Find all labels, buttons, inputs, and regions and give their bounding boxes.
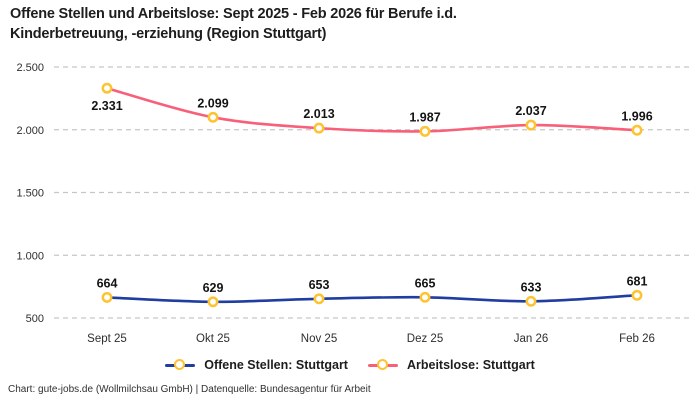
x-tick-label: Okt 25	[196, 333, 230, 345]
data-point-marker[interactable]	[419, 125, 431, 137]
x-tick-label: Feb 26	[619, 333, 655, 345]
chart-title: Offene Stellen und Arbeitslose: Sept 202…	[10, 5, 457, 44]
data-point-marker[interactable]	[207, 296, 219, 308]
data-point-marker[interactable]	[525, 119, 537, 131]
data-point-marker[interactable]	[207, 111, 219, 123]
data-point-label: 665	[415, 276, 436, 290]
data-point-marker[interactable]	[101, 82, 113, 94]
data-point-label: 2.099	[197, 96, 228, 110]
legend-label-offene-stellen: Offene Stellen: Stuttgart	[204, 358, 348, 372]
data-point-marker[interactable]	[313, 122, 325, 134]
data-point-label: 2.013	[303, 107, 334, 121]
x-tick-label: Dez 25	[407, 333, 443, 345]
data-point-marker[interactable]	[313, 293, 325, 305]
data-point-marker[interactable]	[631, 289, 643, 301]
legend-marker-dot-icon	[174, 359, 186, 370]
data-point-label: 629	[203, 281, 224, 295]
data-point-label: 633	[521, 280, 542, 294]
y-tick-label: 2.500	[16, 62, 44, 74]
data-point-marker[interactable]	[101, 291, 113, 303]
chart-legend: Offene Stellen: Stuttgart Arbeitslose: S…	[0, 358, 700, 372]
legend-swatch-arbeitslose	[367, 359, 398, 372]
data-point-label: 1.996	[621, 109, 652, 123]
data-point-marker[interactable]	[525, 295, 537, 307]
y-tick-label: 500	[26, 313, 44, 325]
series-line	[105, 86, 639, 133]
legend-marker-dot-icon	[376, 359, 388, 370]
y-tick-label: 2.000	[16, 125, 44, 137]
legend-item-offene-stellen[interactable]: Offene Stellen: Stuttgart	[165, 358, 348, 372]
data-point-label: 2.331	[91, 99, 122, 113]
chart-title-line1: Offene Stellen und Arbeitslose: Sept 202…	[10, 6, 457, 22]
data-point-marker[interactable]	[419, 291, 431, 303]
line-chart-plot-area: 2.500 2.000 1.500 1.000 500 Sept 25 Okt 25 Nov …	[16, 62, 692, 345]
y-tick-label: 1.000	[16, 250, 44, 262]
data-point-label: 1.987	[409, 110, 440, 124]
x-tick-label: Nov 25	[301, 333, 337, 345]
x-tick-label: Sept 25	[87, 333, 127, 345]
data-point-label: 681	[627, 274, 648, 288]
series-line	[105, 293, 639, 304]
chart-title-line2: Kinderbetreuung, -erziehung (Region Stut…	[10, 25, 327, 42]
data-point-label: 664	[97, 276, 118, 290]
x-tick-label: Jan 26	[514, 333, 549, 345]
source-attribution: Chart: gute-jobs.de (Wollmilchsau GmbH) …	[8, 384, 371, 395]
y-tick-label: 1.500	[16, 188, 44, 200]
data-point-marker[interactable]	[631, 124, 643, 136]
legend-label-arbeitslose: Arbeitslose: Stuttgart	[406, 358, 535, 372]
legend-item-arbeitslose[interactable]: Arbeitslose: Stuttgart	[367, 358, 535, 372]
data-point-label: 653	[309, 278, 330, 292]
legend-swatch-offene-stellen	[165, 359, 196, 372]
data-point-label: 2.037	[515, 104, 546, 118]
